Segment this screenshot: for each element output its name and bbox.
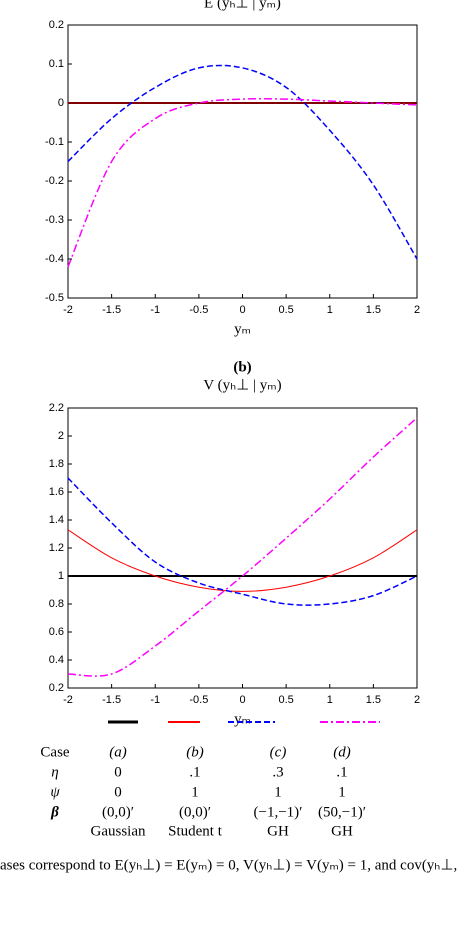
x-tick-label: 1 [327,694,333,706]
table-cell: GH [267,823,289,839]
table-header: (b) [186,744,204,760]
x-tick-label: 2 [414,694,420,706]
table-cell: (0,0)′ [102,804,134,820]
plot-frame [67,24,418,299]
y-tick-label: 1.8 [49,458,64,470]
y-tick-label: 2.2 [49,402,64,414]
y-tick-label: 0.6 [49,626,64,638]
chart-title: V (yₕ⊥ | yₘ) [203,377,281,393]
y-tick-label: 1.6 [49,486,64,498]
x-axis-label: yₘ [234,321,251,337]
y-tick-label: -0.3 [45,214,64,226]
data-line [67,97,418,268]
table-cell: 1 [274,784,282,800]
x-tick-label: -0.5 [189,304,208,316]
y-tick-label: 1.2 [49,542,64,554]
y-tick-label: 0 [58,97,64,109]
table-cell: Gaussian [91,823,146,839]
x-tick-label: 1.5 [366,304,381,316]
table-header: Case [40,744,70,760]
y-tick-label: -0.4 [45,253,64,265]
data-line [67,529,418,592]
y-tick-label: 0.2 [49,682,64,694]
y-tick-label: 1.4 [49,514,64,526]
data-line [67,64,418,260]
table-cell: Student t [168,823,223,839]
y-tick-label: 0.4 [49,654,64,666]
x-tick-label: 0 [239,304,245,316]
y-tick-label: 0.2 [49,19,64,31]
y-tick-label: 1 [58,570,64,582]
table-cell: 1 [191,784,199,800]
plot-frame [67,407,418,689]
table-header: (a) [109,744,127,760]
chart-title: E (yₕ⊥ | yₘ) [204,0,281,11]
x-tick-label: 0 [239,694,245,706]
x-tick-label: -1 [150,304,160,316]
data-line [67,477,418,606]
table-header: (d) [333,744,351,760]
table-cell: GH [331,823,353,839]
x-axis-label: yₘ [234,711,251,727]
table-cell: 0 [114,764,122,780]
y-tick-label: 0.8 [49,598,64,610]
x-tick-label: -1.5 [102,304,121,316]
x-tick-label: -2 [63,304,73,316]
table-cell: (−1,−1)′ [254,804,303,820]
data-line [67,417,418,677]
row-label: ψ [50,784,60,800]
table-cell: (0,0)′ [179,804,211,820]
x-tick-label: -1 [150,694,160,706]
y-tick-label: 2 [58,430,64,442]
x-tick-label: 2 [414,304,420,316]
x-tick-label: 0.5 [278,304,293,316]
row-label: β [50,804,59,820]
x-tick-label: -0.5 [189,694,208,706]
row-label: η [51,764,58,780]
y-tick-label: -0.2 [45,175,64,187]
table-cell: 1 [338,784,346,800]
chart-label: (b) [233,359,251,375]
caption: ases correspond to E(yₕ⊥) = E(yₘ) = 0, V… [0,857,457,873]
x-tick-label: -1.5 [102,694,121,706]
x-tick-label: -2 [63,694,73,706]
table-cell: .1 [189,764,200,780]
y-tick-label: 0.1 [49,58,64,70]
table-cell: .3 [272,764,283,780]
table-cell: (50,−1)′ [318,804,366,820]
x-tick-label: 1.5 [366,694,381,706]
y-tick-label: -0.1 [45,136,64,148]
table-cell: .1 [336,764,347,780]
table-cell: 0 [114,784,122,800]
table-header: (c) [270,744,287,760]
x-tick-label: 0.5 [278,694,293,706]
y-tick-label: -0.5 [45,292,64,304]
x-tick-label: 1 [327,304,333,316]
